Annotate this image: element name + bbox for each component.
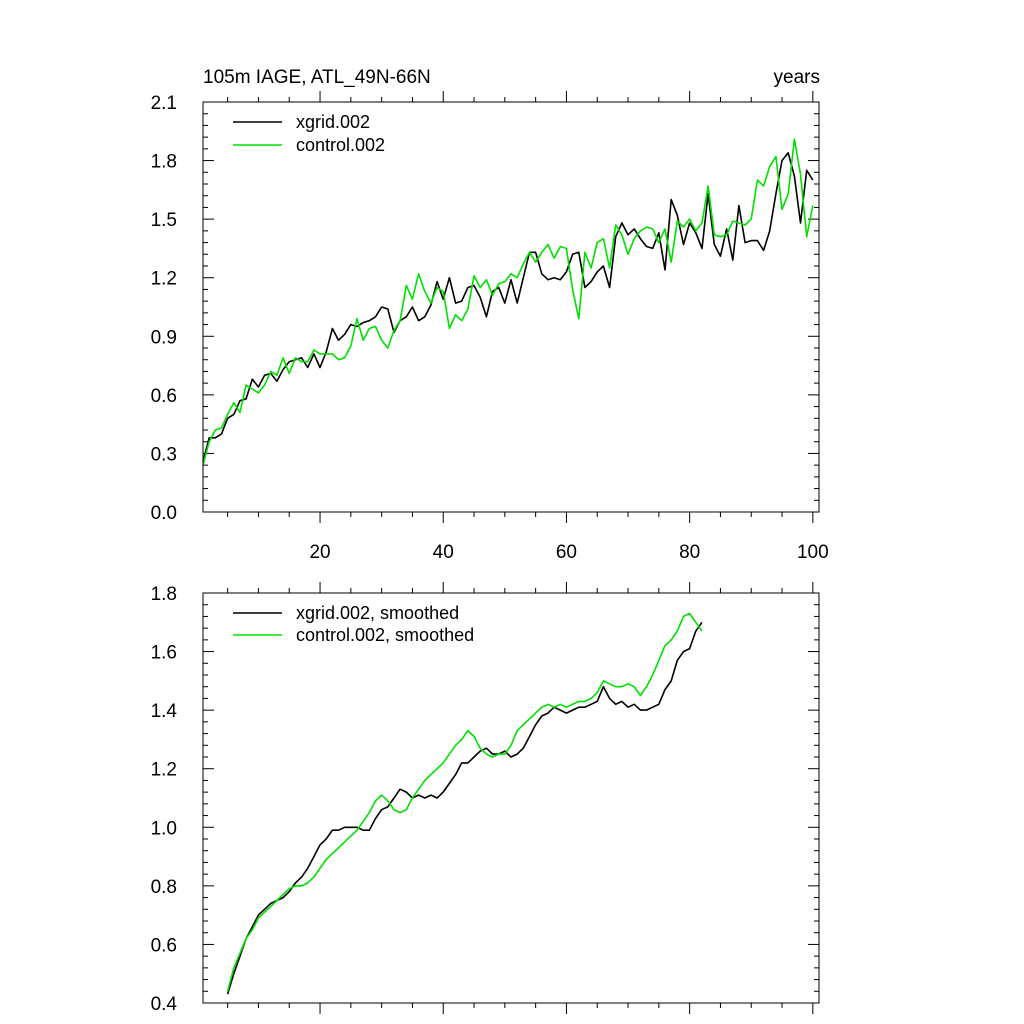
bottom-panel-frame [202, 592, 820, 1004]
x-tick-label: 60 [556, 542, 577, 563]
y-tick-label: 0.6 [151, 386, 177, 407]
bottom-panel: 0.4 0.6 0.8 1.0 1.2 1.4 1.6 1.8 xgrid.002, smoo… [151, 582, 820, 1015]
y-tick-label: 0.8 [151, 877, 177, 898]
y-tick-label: 0.0 [151, 503, 177, 524]
y-tick-label: 0.3 [151, 444, 177, 465]
y-tick-label: 1.5 [151, 210, 177, 231]
top-panel-series [202, 138, 814, 466]
bottom-panel-ticks: 0.4 0.6 0.8 1.0 1.2 1.4 1.6 1.8 [151, 582, 819, 1015]
legend-label-xgrid-smoothed: xgrid.002, smoothed [296, 603, 459, 623]
x-tick-label: 80 [679, 542, 700, 563]
legend-label-xgrid: xgrid.002 [296, 112, 370, 132]
series-line-xgrid-002-smoothed [226, 621, 703, 995]
y-tick-label: 0.4 [151, 994, 178, 1015]
legend-label-control: control.002 [296, 135, 385, 155]
y-tick-label: 1.8 [151, 152, 177, 173]
y-tick-label: 1.0 [151, 818, 177, 839]
bottom-panel-series [226, 612, 703, 995]
top-panel-units-label: years [774, 67, 820, 88]
y-tick-label: 1.4 [151, 701, 178, 722]
y-tick-label: 1.6 [151, 643, 177, 664]
y-tick-label: 0.6 [151, 935, 177, 956]
series-line-control-002-smoothed [226, 612, 703, 992]
x-tick-label: 20 [309, 542, 330, 563]
top-panel-ticks: 0.0 0.3 0.6 0.9 1.2 1.5 1.8 2.1 20 40 60 80 100 [151, 91, 829, 563]
top-panel: 105m IAGE, ATL_49N-66N years 0.00.30.60.… [151, 67, 829, 563]
top-panel-legend: xgrid.002 control.002 [233, 112, 385, 155]
x-tick-label: 100 [797, 542, 829, 563]
y-tick-label: 1.8 [151, 584, 177, 605]
top-panel-frame [202, 101, 820, 513]
y-tick-label: 2.1 [151, 93, 177, 114]
y-tick-label: 1.2 [151, 269, 177, 290]
legend-label-control-smoothed: control.002, smoothed [296, 625, 474, 645]
y-tick-label: 1.2 [151, 760, 177, 781]
top-panel-title: 105m IAGE, ATL_49N-66N [203, 67, 431, 88]
series-line-xgrid-002 [202, 152, 814, 462]
x-tick-label: 40 [433, 542, 454, 563]
y-tick-label: 0.9 [151, 327, 177, 348]
series-line-control-002 [202, 138, 814, 466]
bottom-panel-legend: xgrid.002, smoothed control.002, smoothe… [233, 603, 474, 645]
